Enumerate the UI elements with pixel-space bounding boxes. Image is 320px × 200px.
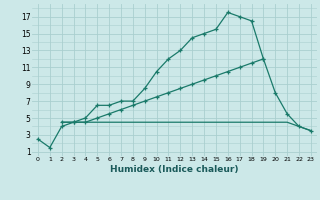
X-axis label: Humidex (Indice chaleur): Humidex (Indice chaleur) [110,165,239,174]
